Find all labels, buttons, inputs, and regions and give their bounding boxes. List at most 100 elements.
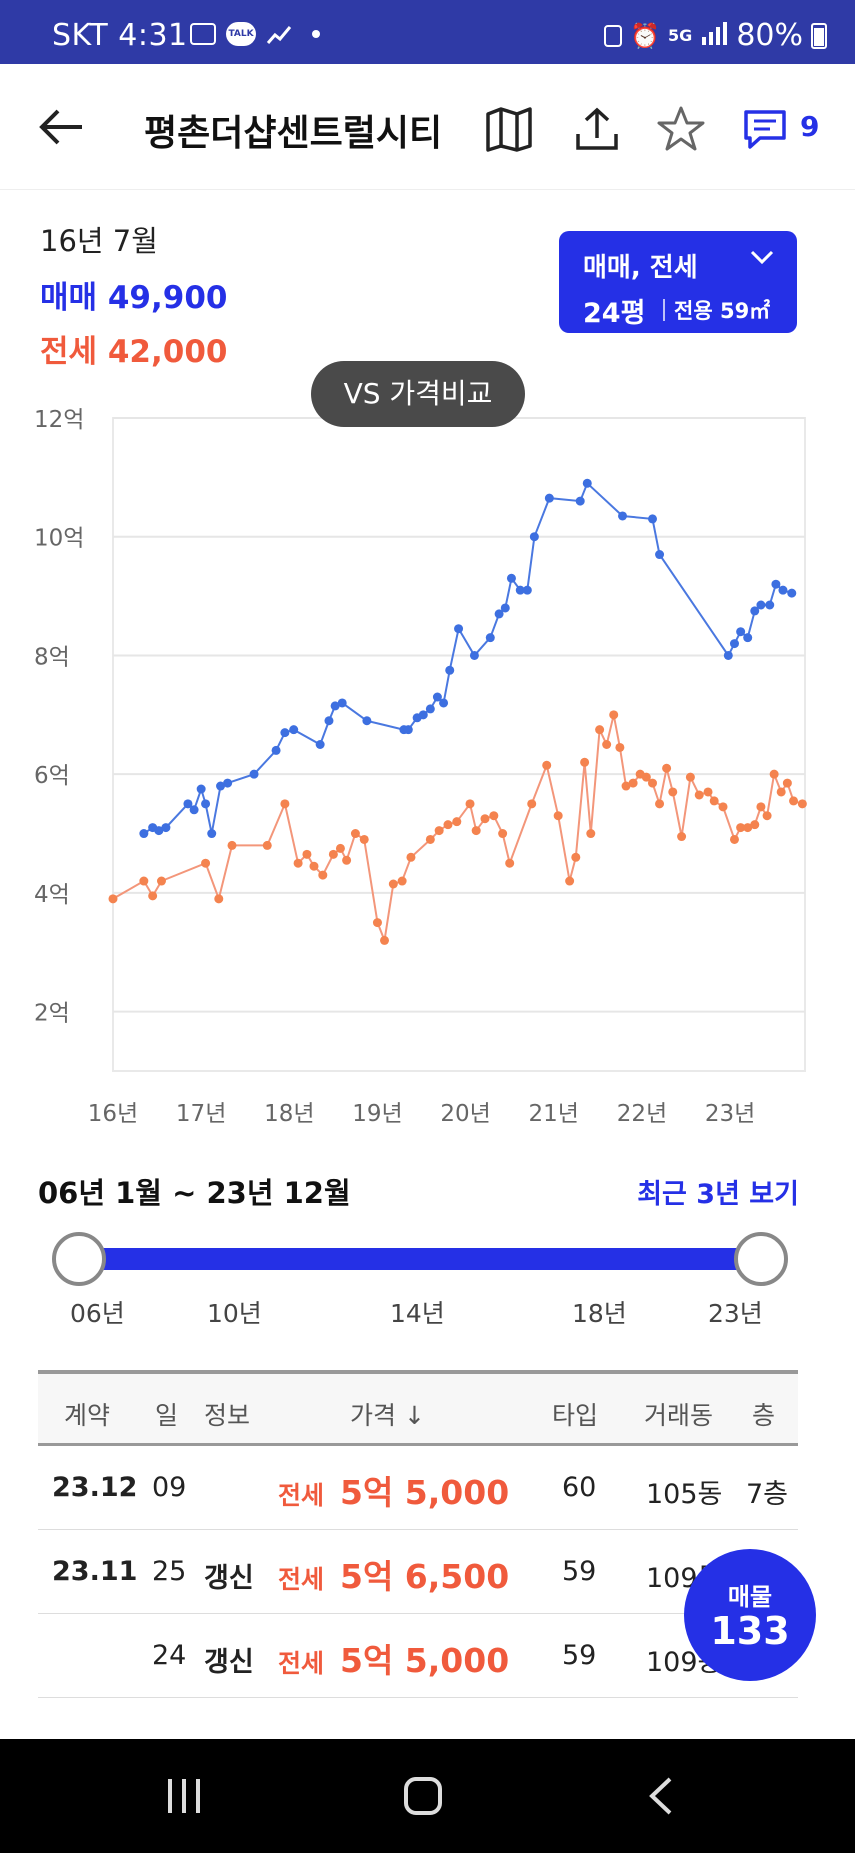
jeonse-data-point <box>280 799 290 809</box>
x-tick-label: 20년 <box>440 1101 490 1127</box>
comments-button[interactable] <box>740 104 790 154</box>
jeonse-data-point <box>380 935 390 945</box>
sale-data-point <box>362 716 372 726</box>
sale-value: 49,900 <box>107 280 228 316</box>
sale-data-point <box>439 698 449 708</box>
sale-data-point <box>154 826 164 836</box>
jeonse-data-point <box>580 757 590 767</box>
range-tick: 18년 <box>572 1299 627 1328</box>
jeonse-data-point <box>406 852 416 862</box>
trade-kind: 전세 <box>278 1565 325 1594</box>
jeonse-data-point <box>694 790 704 800</box>
sale-data-point <box>778 585 788 595</box>
sale-data-point <box>223 778 233 788</box>
sale-data-point <box>743 633 753 643</box>
sale-data-point <box>330 701 340 711</box>
jeonse-data-point <box>703 787 713 797</box>
jeonse-data-point <box>609 710 619 720</box>
back-button[interactable] <box>36 102 86 152</box>
jeonse-data-point <box>359 834 369 844</box>
header-dong[interactable]: 거래동 <box>644 1401 714 1430</box>
jeonse-data-point <box>571 852 581 862</box>
contract-month: 23.11 <box>52 1556 138 1587</box>
header-type[interactable]: 타입 <box>552 1401 599 1430</box>
sale-data-point <box>723 650 733 660</box>
jeonse-data-point <box>647 778 657 788</box>
jeonse-data-point <box>434 826 444 836</box>
table-row[interactable]: 24 갱신 전세 5억 5,000 59 109동 <box>38 1614 798 1698</box>
sale-data-point <box>765 600 775 610</box>
selected-period: 16년 7월 <box>40 224 158 258</box>
jeonse-data-point <box>201 858 211 868</box>
share-button[interactable] <box>572 104 622 154</box>
jeonse-data-point <box>342 855 352 865</box>
nav-back-button[interactable] <box>646 1775 676 1821</box>
table-row[interactable]: 23.11 25 갱신 전세 5억 6,500 59 109동 <box>38 1530 798 1614</box>
jeonse-data-point <box>302 849 312 859</box>
header-contract[interactable]: 계약 <box>64 1401 111 1430</box>
comment-count[interactable]: 9 <box>800 110 820 143</box>
jeonse-data-point <box>372 918 382 928</box>
status-time: SKT 4:31 <box>52 18 188 53</box>
jeonse-data-point <box>750 820 760 830</box>
sync-icon <box>604 24 623 47</box>
sale-data-point <box>485 633 495 643</box>
trade-price: 5억 5,000 <box>340 1641 510 1680</box>
range-slider-start-handle[interactable] <box>52 1232 106 1286</box>
table-header: 계약 일 정보 가격 ↓ 타입 거래동 층 <box>38 1370 798 1446</box>
recent-3-years-link[interactable]: 최근 3년 보기 <box>637 1179 799 1210</box>
table-row[interactable]: 23.12 09 전세 5억 5,000 60 105동 7층 <box>38 1446 798 1530</box>
type-size-selector[interactable]: 매매, 전세 24평 전용 59㎡ <box>559 231 797 333</box>
listings-fab-button[interactable]: 매물 133 <box>684 1549 816 1681</box>
jeonse-data-point <box>602 740 612 749</box>
jeonse-data-point <box>736 823 746 833</box>
home-button[interactable] <box>402 1775 444 1821</box>
x-tick-label: 18년 <box>264 1101 314 1127</box>
jeonse-data-point <box>685 772 695 782</box>
floor: 7층 <box>746 1479 789 1510</box>
trade-kind: 전세 <box>278 1481 325 1510</box>
jeonse-data-point <box>397 876 407 886</box>
recent-apps-button[interactable] <box>164 1775 204 1821</box>
jeonse-data-point <box>595 725 605 735</box>
y-tick-label: 4억 <box>34 882 70 908</box>
header-price[interactable]: 가격 ↓ <box>350 1401 425 1430</box>
sale-data-point <box>280 728 290 738</box>
jeonse-data-point <box>718 802 728 812</box>
map-button[interactable] <box>484 104 534 154</box>
jeonse-data-point <box>214 894 224 904</box>
favorite-button[interactable] <box>656 104 706 154</box>
plot-frame <box>112 417 806 1072</box>
jeonse-data-point <box>662 763 672 773</box>
range-tick: 10년 <box>207 1299 262 1328</box>
y-tick-label: 8억 <box>34 644 70 670</box>
jeonse-data-point <box>776 787 786 797</box>
jeonse-data-point <box>709 796 719 806</box>
contract-month: 23.12 <box>52 1472 138 1503</box>
range-slider-track[interactable] <box>79 1248 762 1270</box>
header-info[interactable]: 정보 <box>204 1401 251 1430</box>
stock-chart-icon <box>266 23 292 45</box>
sale-data-point <box>469 650 479 660</box>
page-title: 평촌더샵센트럴시티 <box>144 113 443 154</box>
jeonse-data-point <box>542 760 552 770</box>
header-floor[interactable]: 층 <box>752 1401 776 1430</box>
jeonse-data-point <box>293 858 303 868</box>
vs-compare-button[interactable]: VS 가격비교 <box>311 361 525 427</box>
jeonse-data-point <box>452 817 462 827</box>
jeonse-data-point <box>465 799 475 809</box>
sale-data-point <box>771 579 781 589</box>
sale-data-point <box>582 478 592 488</box>
jeonse-value: 42,000 <box>107 334 228 370</box>
app-bar: 평촌더샵센트럴시티 9 <box>0 64 855 190</box>
jeonse-data-point <box>677 832 687 842</box>
sale-data-point <box>522 585 532 595</box>
sale-data-point <box>494 609 504 619</box>
sale-data-point <box>139 829 149 839</box>
range-slider-end-handle[interactable] <box>734 1232 788 1286</box>
price-chart[interactable]: 12억 10억 8억 6억 4억 2억 16년 17년 18년 19년 20년 21년 22년 23년 <box>0 395 855 1140</box>
jeonse-data-point <box>743 823 753 833</box>
sale-data-point <box>324 716 334 726</box>
sale-data-point <box>196 784 206 794</box>
header-day[interactable]: 일 <box>155 1401 179 1430</box>
